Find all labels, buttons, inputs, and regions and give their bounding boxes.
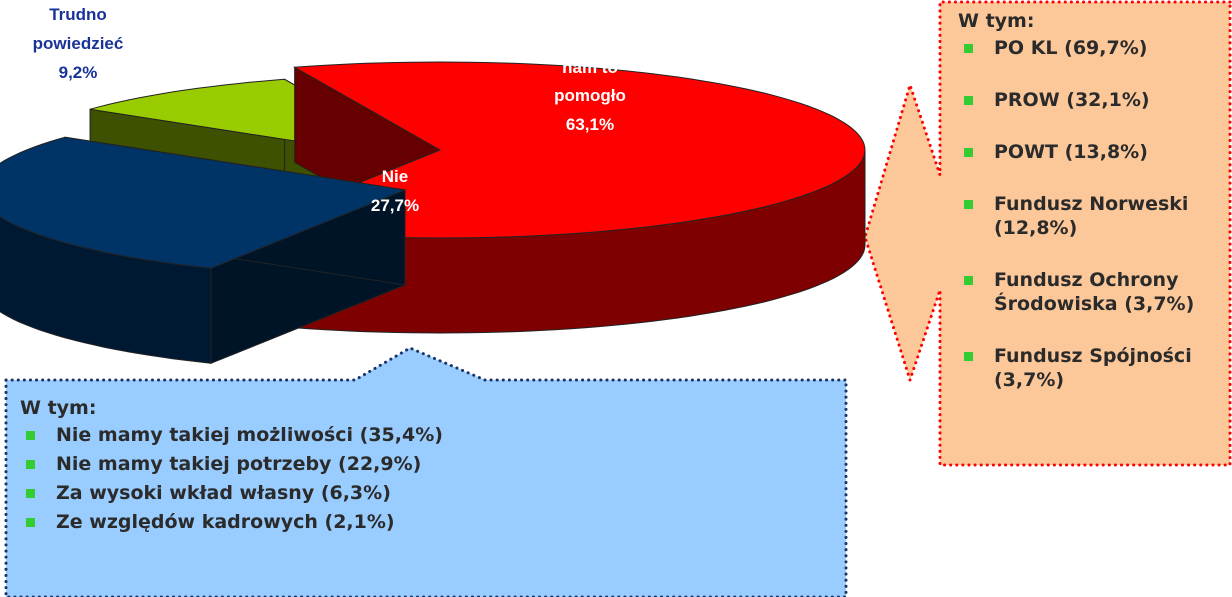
- slice-label: Trudno: [49, 5, 107, 24]
- callout-title: W tym:: [958, 10, 1035, 32]
- slice-label: nam to: [562, 58, 618, 77]
- callout-item: Fundusz Spójności (3,7%): [958, 344, 1228, 392]
- value-label: 63,1%: [566, 115, 614, 134]
- callout-item: Fundusz Ochrony Środowiska (3,7%): [958, 268, 1228, 316]
- slice-label: Tak, bardzo: [543, 30, 636, 49]
- callout-item: PO KL (69,7%): [958, 36, 1228, 60]
- value-label: 9,2%: [59, 63, 98, 82]
- callout-item: POWT (13,8%): [958, 140, 1228, 164]
- callout-item: Ze względów kadrowych (2,1%): [20, 510, 820, 534]
- value-label: 27,7%: [371, 196, 419, 215]
- slice-label: Nie: [382, 167, 408, 186]
- callout-item: Nie mamy takiej potrzeby (22,9%): [20, 452, 820, 476]
- pie: Tak, bardzo nam to pomogło 63,1% Nie 27,7% Tru…: [0, 5, 866, 365]
- callout-text: W tym: PO KL (69,7%) PROW (32,1%) POWT (13,…: [958, 10, 1228, 420]
- slice: [0, 136, 407, 269]
- callout-item: Za wysoki wkład własny (6,3%): [20, 481, 820, 505]
- slice-label: powiedzieć: [33, 34, 124, 53]
- slice-label: pomogło: [554, 86, 626, 105]
- callout-title: W tym:: [20, 397, 97, 419]
- callout-item: PROW (32,1%): [958, 88, 1228, 112]
- callout-text: W tym: Nie mamy takiej możliwości (35,4%)…: [20, 397, 820, 539]
- callout-item: Nie mamy takiej możliwości (35,4%): [20, 423, 820, 447]
- callout-blue: [4, 346, 848, 597]
- callout-item: Fundusz Norweski (12,8%): [958, 192, 1228, 240]
- callout-orange: [863, 0, 1232, 467]
